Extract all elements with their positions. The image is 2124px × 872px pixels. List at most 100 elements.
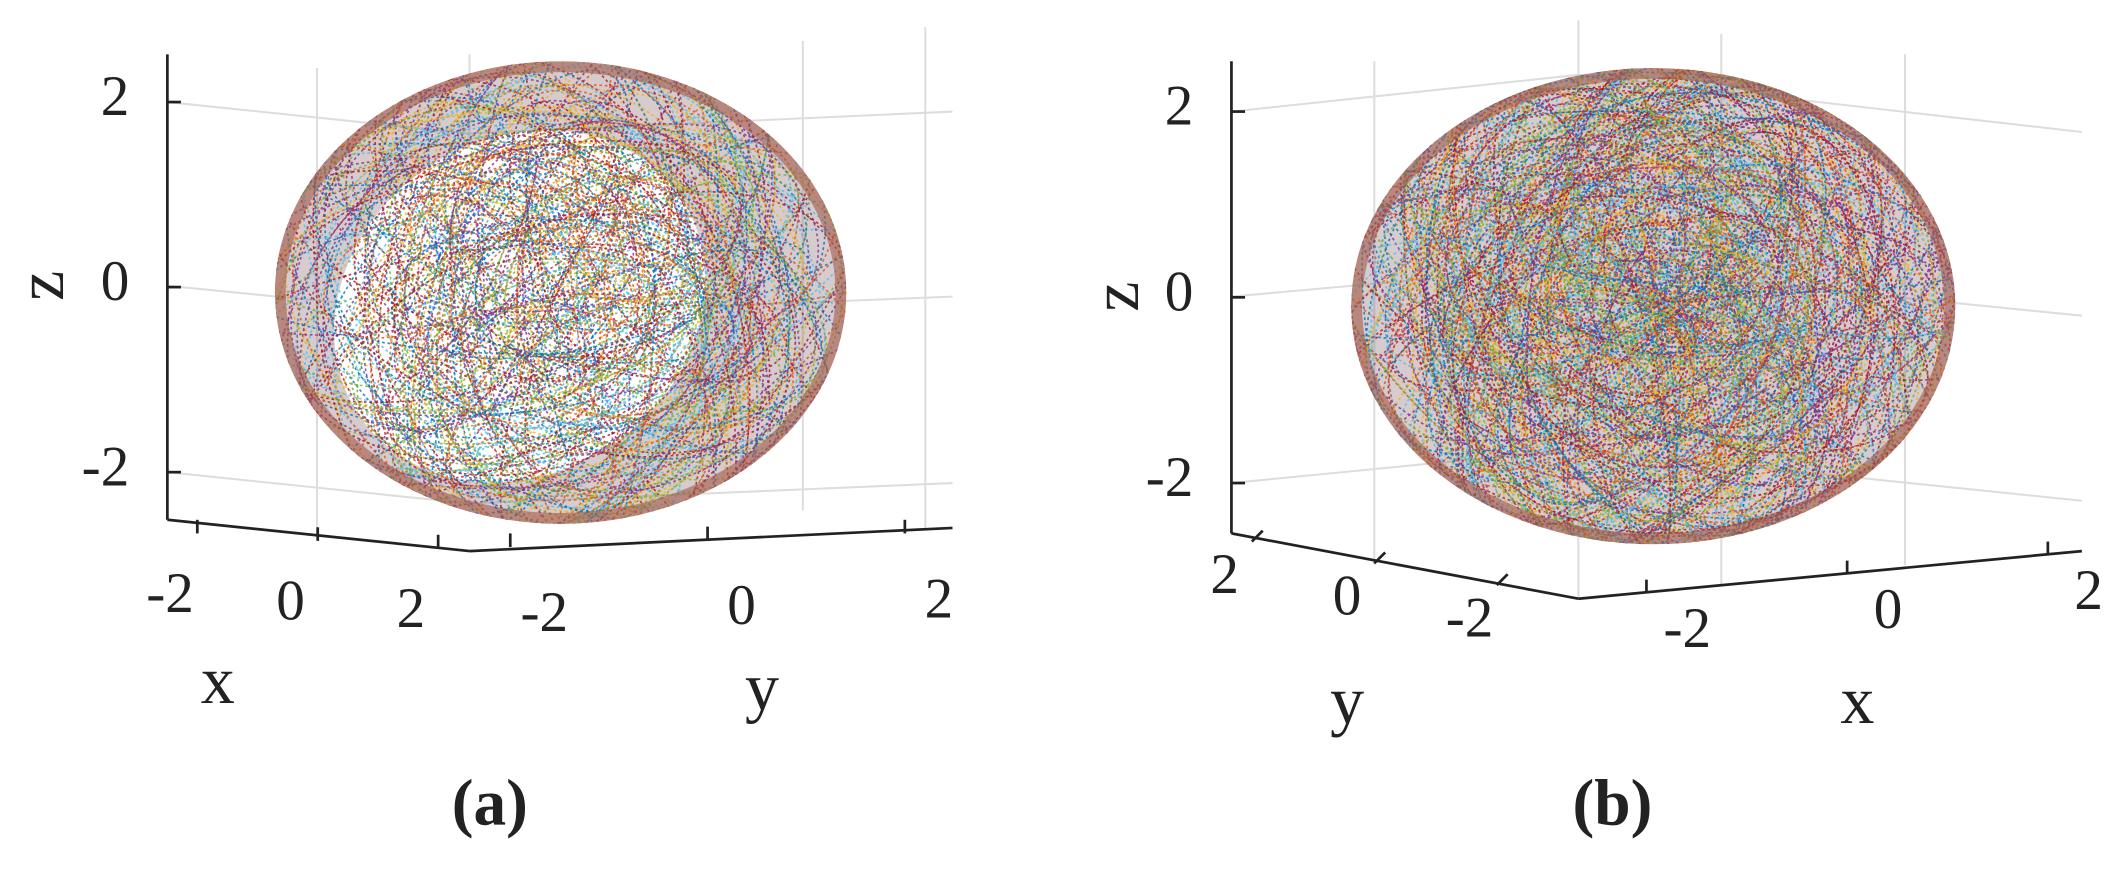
tick-label: 2 [101,65,130,128]
trajectory [1351,205,1752,517]
trajectory [1368,68,1689,545]
trajectory [274,123,772,336]
trajectory [441,140,847,524]
trajectory [1436,72,1910,393]
trajectory [274,184,705,355]
trajectory [450,175,681,364]
tick-label: -2 [1663,597,1711,660]
trajectory [274,233,798,429]
trajectory [1412,149,1839,545]
trajectory [445,90,587,524]
trajectory [274,61,745,479]
trajectory [427,61,720,512]
trajectory [451,61,847,524]
trajectory [1678,163,1956,340]
trajectory [438,167,660,486]
axis-label: y [745,649,779,725]
trajectory [375,61,604,390]
trajectory [1364,235,1956,545]
trajectory [1402,68,1726,504]
tick-mark [1250,529,1264,543]
trajectory [418,119,765,524]
tick-mark [1495,573,1509,587]
trajectory [395,271,731,524]
trajectory [1547,216,1956,467]
trajectory [1450,157,1802,389]
tick-label: 0 [276,569,305,632]
trajectory [274,106,780,524]
trajectory [1555,168,1818,467]
trajectory [1404,148,1956,478]
trajectory [529,178,733,418]
trajectory [1403,121,1956,338]
axis-label: x [201,642,235,718]
trajectory [1462,68,1945,545]
trajectory [516,61,718,372]
trajectory [1526,68,1821,545]
trajectory [274,126,799,327]
trajectory [1518,111,1685,492]
trajectory [274,61,777,411]
trajectory [1412,68,1923,363]
trajectory [1525,68,1880,545]
trajectory [416,227,730,455]
tick-label: 2 [397,577,426,640]
trajectory [1351,68,1681,456]
trajectory [309,61,743,325]
trajectory [1582,223,1810,522]
tick-label: 0 [727,574,756,637]
trajectory [274,242,752,492]
trajectory [473,296,781,421]
axis-label: z [1077,282,1153,312]
trajectory [1351,157,1791,446]
trajectory [274,61,755,414]
trajectory [1384,68,1944,376]
trajectory [1445,156,1686,350]
trajectory [1599,221,1956,418]
trajectory [1508,75,1827,545]
trajectory [473,61,737,331]
trajectory-sphere [1351,68,1956,545]
trajectory [521,61,762,492]
trajectory [274,78,737,524]
trajectory [474,187,653,491]
trajectory [1444,123,1828,317]
trajectory [516,61,847,454]
trajectory [450,105,598,329]
trajectory [274,106,626,524]
trajectory [364,164,559,417]
trajectory [1453,68,1672,545]
trajectory [1351,87,1817,545]
trajectory [1380,209,1956,485]
trajectory [298,88,707,524]
trajectory [393,61,640,378]
trajectory [479,84,715,302]
trajectory [332,211,747,524]
trajectory [1400,167,1837,545]
trajectory [1452,81,1818,545]
trajectory [1483,91,1800,448]
trajectory [1351,144,1783,525]
trajectory [1491,131,1905,545]
trajectory [334,106,847,451]
trajectory [326,171,847,524]
trajectory [388,168,601,524]
trajectory [1416,219,1725,409]
trajectory [1574,101,1935,545]
trajectory [1351,215,1956,545]
trajectory [503,149,735,381]
trajectory [1550,68,1888,476]
trajectory [1351,68,1729,545]
trajectory [1481,293,1755,408]
trajectory [1496,278,1699,506]
trajectory [476,61,751,431]
trajectory [1351,173,1843,545]
trajectory-sphere [274,61,847,524]
trajectory [1351,196,1743,394]
trajectory [1575,192,1925,545]
trajectory [565,135,760,428]
trajectory [460,208,847,523]
trajectory [499,61,847,524]
trajectory [445,61,847,498]
